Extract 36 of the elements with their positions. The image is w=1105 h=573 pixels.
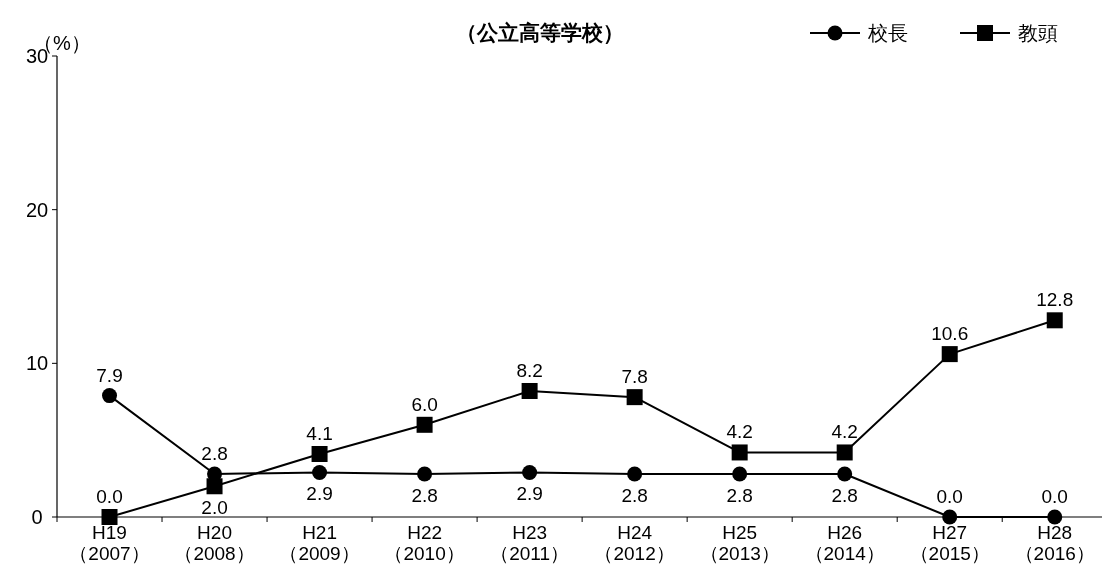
- xtick: H19 （2007）: [69, 522, 150, 564]
- label: 2.8: [726, 484, 753, 506]
- label: 4.2: [831, 421, 858, 443]
- label: 0.0: [1041, 486, 1068, 507]
- ytick: 20: [25, 198, 49, 221]
- label: 2.8: [831, 484, 858, 506]
- xtick: H26 （2014）: [804, 522, 885, 564]
- label: 0.0: [96, 486, 123, 507]
- label: 8.2: [516, 360, 543, 381]
- ytick: 0: [31, 506, 43, 528]
- label: 2.8: [201, 442, 228, 464]
- xtick: H27 （2015）: [909, 522, 990, 564]
- legend: 校長: [868, 22, 908, 44]
- xtick: H20 （2008）: [174, 522, 255, 564]
- xtick: H24 （2012）: [594, 522, 675, 564]
- legend: 教頭: [1018, 22, 1058, 44]
- ytick: 10: [25, 352, 49, 375]
- xtick: H28 （2016）: [1014, 522, 1095, 564]
- label: 6.0: [411, 393, 438, 415]
- title: （公立高等学校）: [456, 21, 624, 44]
- label: 2.9: [306, 483, 333, 505]
- label: 7.9: [96, 364, 123, 386]
- label: 4.1: [306, 423, 333, 444]
- label: 2.9: [516, 483, 543, 505]
- label: 2.0: [201, 497, 228, 519]
- label: 4.2: [726, 421, 753, 443]
- label: 10.6: [931, 323, 969, 345]
- label: 7.8: [621, 366, 648, 388]
- label: 2.8: [411, 484, 438, 506]
- label: 2.8: [621, 484, 648, 506]
- xtick: H21 （2009）: [279, 522, 360, 564]
- xtick: H23 （2011）: [490, 522, 570, 564]
- label: 12.8: [1036, 289, 1074, 311]
- label: 0.0: [936, 486, 963, 507]
- xtick: H22 （2010）: [384, 522, 465, 564]
- xtick: H25 （2013）: [699, 522, 780, 564]
